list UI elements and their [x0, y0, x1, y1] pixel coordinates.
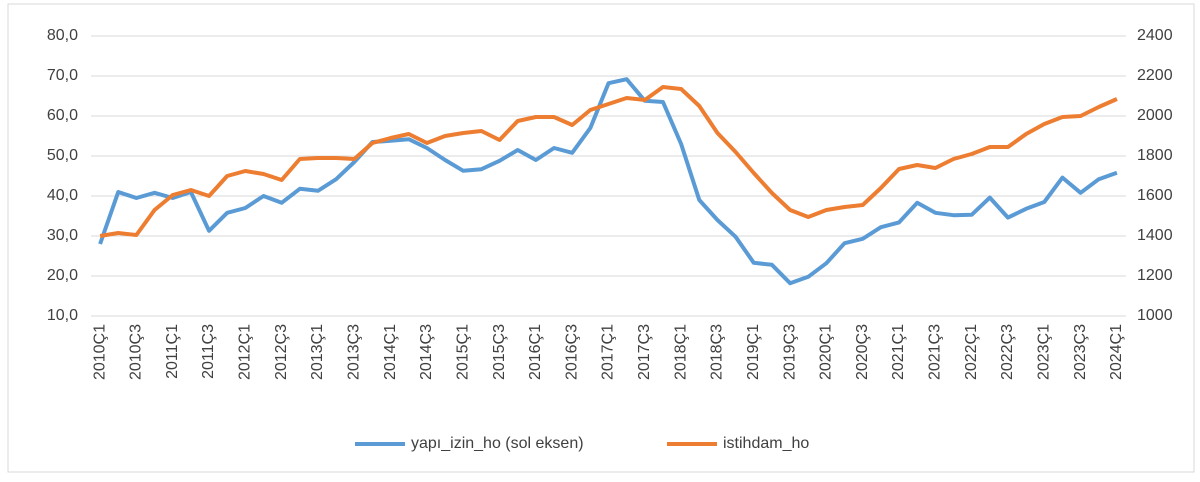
x-tick-label: 2018Ç3 — [709, 324, 726, 380]
y-tick-label: 40,0 — [47, 187, 78, 204]
x-tick-label: 2016Ç3 — [563, 324, 580, 380]
y-tick-label: 60,0 — [47, 107, 78, 124]
x-tick-label: 2023Ç3 — [1072, 324, 1089, 380]
x-tick-label: 2016Ç1 — [527, 324, 544, 380]
y-tick-label: 70,0 — [47, 67, 78, 84]
x-tick-label: 2011Ç3 — [200, 324, 217, 379]
x-tick-label: 2012Ç3 — [273, 324, 290, 380]
y2-tick-label: 1000 — [1137, 307, 1173, 324]
x-tick-label: 2014Ç1 — [382, 324, 399, 380]
x-tick-label: 2012Ç1 — [237, 324, 254, 380]
series-line — [98, 77, 1118, 286]
y-tick-label: 50,0 — [47, 147, 78, 164]
x-tick-label: 2019Ç1 — [745, 324, 762, 380]
x-tick-label: 2013Ç1 — [309, 324, 326, 380]
x-tick-label: 2019Ç3 — [781, 324, 798, 380]
y2-tick-label: 2200 — [1137, 67, 1173, 84]
y-tick-label: 80,0 — [47, 27, 78, 44]
legend-label: yapı_izin_ho (sol eksen) — [411, 435, 584, 452]
x-tick-label: 2017Ç1 — [600, 324, 617, 380]
x-tick-label: 2015Ç1 — [454, 324, 471, 380]
x-tick-label: 2018Ç1 — [672, 324, 689, 380]
y2-tick-label: 1800 — [1137, 147, 1173, 164]
chart-border — [7, 3, 1195, 473]
legend-label: istihdam_ho — [723, 435, 809, 452]
x-tick-label: 2017Ç3 — [636, 324, 653, 380]
x-tick-label: 2024Ç1 — [1108, 324, 1125, 380]
x-tick-label: 2010Ç3 — [128, 324, 145, 380]
x-tick-label: 2015Ç3 — [491, 324, 508, 380]
x-tick-label: 2013Ç3 — [346, 324, 363, 380]
y2-tick-label: 2400 — [1137, 27, 1173, 44]
x-tick-label: 2021Ç3 — [927, 324, 944, 380]
x-tick-label: 2020Ç3 — [854, 324, 871, 380]
y2-tick-label: 1600 — [1137, 187, 1173, 204]
x-tick-label: 2011Ç1 — [164, 324, 181, 379]
x-tick-label: 2014Ç3 — [418, 324, 435, 380]
y-tick-label: 30,0 — [47, 227, 78, 244]
y2-tick-label: 2000 — [1137, 107, 1173, 124]
y-tick-label: 20,0 — [47, 267, 78, 284]
y2-tick-label: 1200 — [1137, 267, 1173, 284]
x-tick-label: 2022Ç3 — [999, 324, 1016, 380]
x-tick-label: 2022Ç1 — [963, 324, 980, 380]
x-tick-label: 2010Ç1 — [91, 324, 108, 380]
y-tick-label: 10,0 — [47, 307, 78, 324]
series-line — [99, 85, 1118, 238]
y2-tick-label: 1400 — [1137, 227, 1173, 244]
x-tick-label: 2021Ç1 — [890, 324, 907, 380]
x-tick-label: 2023Ç1 — [1036, 324, 1053, 380]
x-tick-label: 2020Ç1 — [818, 324, 835, 380]
